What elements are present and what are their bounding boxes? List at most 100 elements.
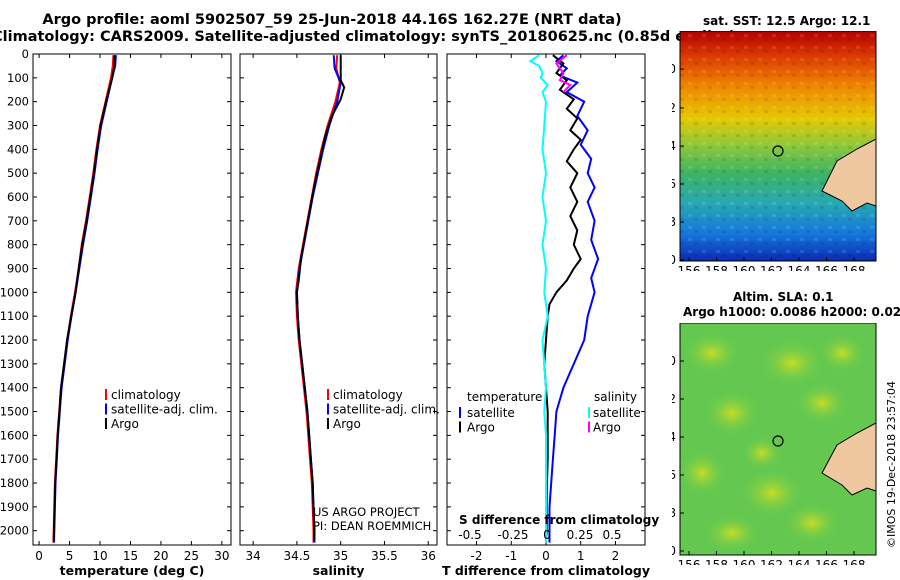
y-tick-label: 1400: [0, 381, 29, 395]
map-y-tick-label: -44: [672, 139, 676, 153]
y-tick-label: 1200: [0, 333, 29, 347]
y-tick-label: 300: [7, 119, 29, 133]
y-tick-label: 1900: [0, 500, 29, 514]
legend-label: Argo: [111, 417, 139, 431]
x-tick-label: 15: [123, 549, 138, 563]
y-tick-label: 100: [7, 71, 29, 85]
x-axis-label: temperature (deg C): [60, 563, 205, 578]
pi-credit: PI: DEAN ROEMMICH: [313, 519, 431, 533]
salinity-frame: [239, 53, 438, 546]
y-tick-label: 800: [7, 238, 29, 252]
map-y-tick-label: -46: [672, 177, 676, 191]
map-x-tick-label: 162: [760, 558, 783, 565]
map-x-tick-label: 166: [815, 558, 838, 565]
y-tick-label: 0: [22, 47, 29, 61]
sla-anomaly-patch: [676, 449, 728, 497]
sla-anomaly-patch: [794, 381, 850, 425]
legend-label: Argo: [333, 417, 361, 431]
legend-label: Argo: [593, 421, 621, 435]
sla-anomaly-patch: [740, 435, 784, 471]
y-tick-label: 1500: [0, 405, 29, 419]
y-tick-label: 2000: [0, 524, 29, 538]
legend-label: satellite-adj. clim.: [111, 403, 218, 417]
secondary-x-tick-label: 0.5: [602, 528, 621, 542]
y-tick-label: 1600: [0, 428, 29, 442]
map-y-tick-label: -40: [672, 62, 676, 76]
legend-label: satellite: [593, 406, 641, 420]
map-x-tick-label: 164: [788, 558, 811, 565]
figure-title-line1: Argo profile: aoml 5902507_59 25-Jun-201…: [42, 12, 622, 28]
x-tick-label: 35: [333, 549, 348, 563]
x-tick-label: 25: [184, 549, 199, 563]
argo-location-marker: [772, 145, 784, 157]
x-tick-label: 2: [612, 549, 620, 563]
sla-anomaly-patch: [738, 467, 806, 519]
credit-text: ©IMOS 19-Dec-2018 23:57:04: [885, 381, 898, 548]
sla-map-title-line2: Argo h1000: 0.0086 h2000: 0.02: [683, 305, 900, 319]
sla-anomaly-patch: [757, 338, 827, 388]
y-tick-label: 1700: [0, 452, 29, 466]
map-x-tick-label: 160: [733, 264, 756, 271]
map-x-tick-label: 156: [678, 558, 701, 565]
panel-temperature: 0100200300400500600700800900100011001200…: [0, 47, 232, 578]
x-tick-label: 0: [35, 549, 43, 563]
sla-anomaly-patch: [817, 333, 867, 373]
sla-anomaly-patch: [682, 331, 742, 375]
panel-differences: -2 -1 0 1 2T difference from climatology temp…: [442, 53, 659, 578]
secondary-axis-label: S difference from climatology: [459, 513, 659, 527]
map-y-tick-label: -48: [672, 506, 676, 520]
legend-title-salinity: salinity: [594, 390, 637, 404]
secondary-x-tick-label: -0.5: [458, 528, 481, 542]
map-x-tick-label: 166: [815, 264, 838, 271]
y-tick-label: 1100: [0, 309, 29, 323]
map-x-tick-label: 164: [788, 264, 811, 271]
x-tick-label: 5: [66, 549, 74, 563]
x-tick-label: 35.5: [371, 549, 398, 563]
map-y-tick-label: -46: [672, 468, 676, 482]
sla-anomaly-patch: [782, 501, 842, 545]
x-tick-label: 0: [542, 549, 550, 563]
secondary-x-tick-label: -0.25: [497, 528, 528, 542]
argo-location-marker-sla: [772, 435, 784, 447]
figure-title-line2: Climatology: CARS2009. Satellite-adjuste…: [0, 29, 736, 45]
map-x-tick-label: 156: [678, 264, 701, 271]
map-x-tick-label: 168: [843, 558, 866, 565]
x-tick-label: 36: [421, 549, 436, 563]
map-x-tick-label: 158: [705, 264, 728, 271]
map-x-tick-label: 160: [733, 558, 756, 565]
map-y-tick-label: -50: [672, 544, 676, 558]
map-y-tick-label: -42: [672, 392, 676, 406]
x-tick-label: 34: [245, 549, 260, 563]
y-tick-label: 1800: [0, 476, 29, 490]
x-tick-label: 20: [153, 549, 168, 563]
y-tick-label: 1000: [0, 285, 29, 299]
sla-map-title-line1: Altim. SLA: 0.1: [733, 290, 834, 304]
panel-salinity: 34 34.5 35 35.5 36 salinity climatologysatelli…: [239, 53, 440, 578]
secondary-x-tick-label: 0: [543, 528, 551, 542]
sst-map-title: sat. SST: 12.5 Argo: 12.1: [703, 14, 871, 28]
x-tick-label: 34.5: [284, 549, 311, 563]
series-salinity-satellite: [528, 54, 550, 543]
series-temperature-satellite: [548, 54, 600, 543]
map-x-tick-label: 168: [843, 264, 866, 271]
x-axis-label: salinity: [313, 563, 365, 578]
y-tick-label: 400: [7, 142, 29, 156]
map-y-tick-label: -42: [672, 101, 676, 115]
map-y-tick-label: -40: [672, 354, 676, 368]
y-tick-label: 700: [7, 214, 29, 228]
y-tick-label: 600: [7, 190, 29, 204]
sst-map: 156 158 160 162 164 166 168 -40 -42 -44 -46 -48 -50: [672, 31, 877, 271]
series-temperature-argo: [543, 54, 583, 541]
x-tick-label: -1: [505, 549, 517, 563]
legend-label: satellite-adj. clim.: [333, 403, 440, 417]
x-tick-label: 30: [214, 549, 229, 563]
map-y-tick-label: -44: [672, 430, 676, 444]
x-tick-label: 10: [92, 549, 107, 563]
project-credit: US ARGO PROJECT: [313, 505, 421, 519]
secondary-x-tick-label: 0.25: [567, 528, 594, 542]
y-tick-label: 900: [7, 262, 29, 276]
map-y-tick-label: -50: [672, 253, 676, 267]
y-tick-label: 200: [7, 95, 29, 109]
x-axis-label: T difference from climatology: [442, 563, 650, 578]
